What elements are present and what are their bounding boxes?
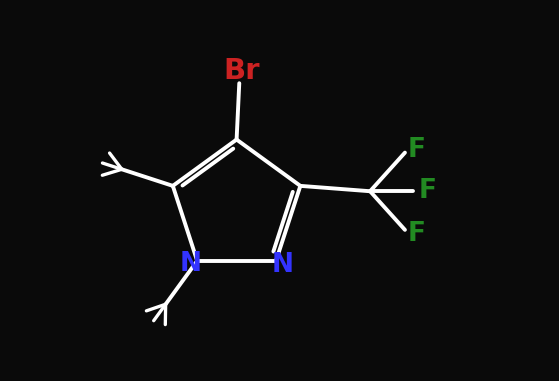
Text: F: F	[408, 137, 426, 163]
Text: F: F	[419, 178, 437, 204]
Text: Br: Br	[224, 58, 260, 85]
Text: N: N	[272, 252, 293, 278]
Text: F: F	[408, 221, 426, 247]
Text: N: N	[180, 251, 202, 277]
